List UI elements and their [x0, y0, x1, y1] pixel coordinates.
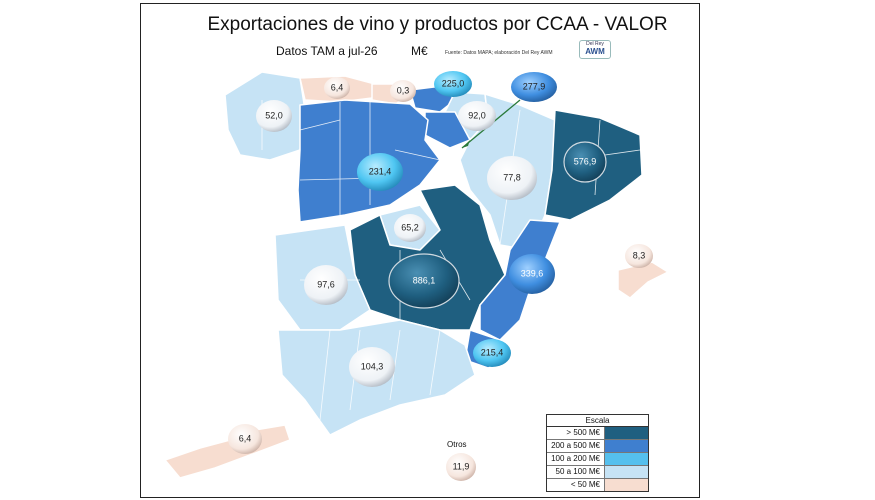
- bubble-la-rioja: [511, 72, 557, 102]
- bubble-asturias-label: 6,4: [331, 82, 344, 92]
- chart-subtitle: Datos TAM a jul-26: [276, 44, 378, 58]
- region-baleares: [617, 261, 669, 299]
- bubble-navarra: [458, 101, 496, 131]
- legend-item: 200 a 500 M€: [547, 440, 648, 453]
- chart-unit: M€: [411, 44, 428, 58]
- bubble-madrid: [394, 214, 426, 242]
- legend-item-label: < 50 M€: [570, 480, 600, 489]
- bubble-baleares: [625, 244, 653, 268]
- bubble-madrid-label: 65,2: [401, 222, 419, 232]
- bubble-cantabria-label: 0,3: [397, 85, 410, 95]
- bubble-comunidad-valenciana: [509, 254, 555, 294]
- legend-item: 100 a 200 M€: [547, 453, 648, 466]
- region-canarias: [164, 424, 291, 479]
- bubble-cantabria: [390, 80, 416, 102]
- bubble-pais-vasco: [434, 71, 472, 97]
- bubble-baleares-label: 8,3: [633, 250, 646, 260]
- chart-title: Exportaciones de vino y productos por CC…: [207, 14, 668, 35]
- bubble-castilla-leon: [357, 153, 403, 191]
- otros-label: Otros: [447, 440, 467, 449]
- bubble-aragon-label: 77,8: [503, 172, 521, 182]
- legend-swatch: [604, 479, 648, 491]
- legend-title: Escala: [547, 415, 648, 427]
- legend-item-label: 50 a 100 M€: [555, 467, 600, 476]
- legend-swatch: [604, 466, 648, 478]
- legend-item-label: 200 a 500 M€: [551, 441, 600, 450]
- bubble-la-rioja-label: 277,9: [523, 81, 546, 91]
- legend: Escala > 500 M€ 200 a 500 M€ 100 a 200 M…: [546, 414, 649, 492]
- legend-swatch: [604, 427, 648, 439]
- legend-swatch: [604, 440, 648, 452]
- bubble-cataluna-label: 576,9: [574, 156, 597, 166]
- bubble-andalucia-label: 104,3: [361, 361, 384, 371]
- bubble-castilla-la-mancha: [388, 253, 460, 309]
- bubble-murcia: [473, 339, 511, 367]
- bubble-otros-label: 11,9: [453, 461, 470, 471]
- bubble-andalucia: [349, 347, 395, 387]
- bubble-canarias: [228, 424, 262, 454]
- bubble-asturias: [324, 77, 350, 99]
- bubble-murcia-label: 215,4: [481, 347, 504, 357]
- legend-item-label: > 500 M€: [566, 428, 600, 437]
- logo-bottom-text: AWM: [585, 47, 605, 56]
- bubble-galicia-label: 52,0: [265, 110, 283, 120]
- bubble-galicia: [256, 100, 292, 132]
- bubble-pais-vasco-label: 225,0: [442, 78, 465, 88]
- bubble-navarra-label: 92,0: [468, 110, 486, 120]
- legend-item: > 500 M€: [547, 427, 648, 440]
- legend-item: 50 a 100 M€: [547, 466, 648, 479]
- source-note: Fuente: Datos MAPA; elaboración Del Rey …: [445, 50, 553, 56]
- bubble-comunidad-valenciana-label: 339,6: [521, 268, 544, 278]
- bubble-aragon: [487, 156, 537, 200]
- bubble-extremadura-label: 97,6: [317, 279, 335, 289]
- logo-top-text: Del Rey: [586, 41, 604, 47]
- bubble-castilla-leon-label: 231,4: [369, 166, 392, 176]
- bubble-otros: [446, 453, 476, 481]
- legend-item-label: 100 a 200 M€: [551, 454, 600, 463]
- bubble-castilla-la-mancha-label: 886,1: [413, 275, 436, 285]
- bubble-canarias-label: 6,4: [239, 433, 252, 443]
- bubble-extremadura: [304, 265, 348, 305]
- brand-logo: Del Rey AWM: [579, 40, 611, 59]
- bubble-cataluna: [563, 141, 607, 183]
- rioja-arrow-head: [462, 140, 470, 148]
- legend-swatch: [604, 453, 648, 465]
- legend-item: < 50 M€: [547, 479, 648, 491]
